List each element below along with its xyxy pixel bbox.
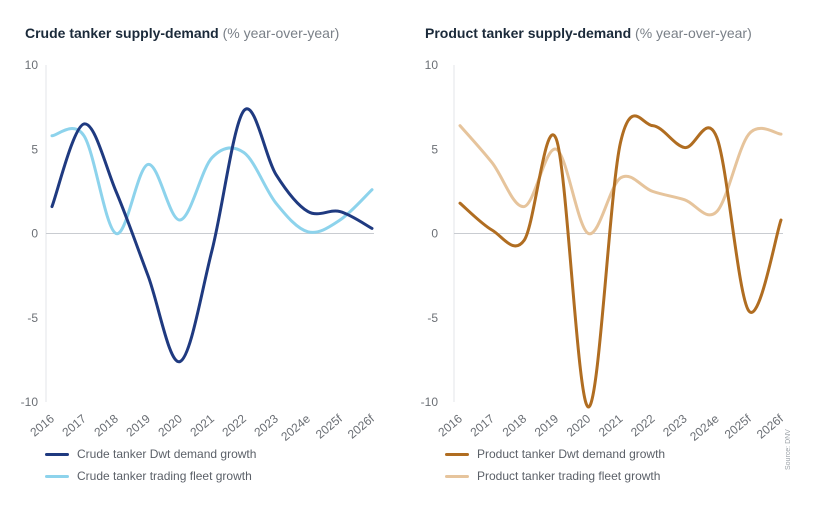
- product-y-tick-label: -5: [427, 311, 438, 325]
- product-x-tick-label: 2017: [468, 411, 498, 439]
- crude-chart-title: Crude tanker supply-demand (% year-over-…: [25, 25, 339, 41]
- crude-y-tick-label: 10: [25, 58, 39, 72]
- product-x-tick-label: 2022: [628, 411, 658, 439]
- legend-swatch-product-demand: [445, 452, 469, 456]
- product-x-tick-label: 2023: [660, 411, 690, 439]
- legend-product-demand: Product tanker Dwt demand growth: [445, 447, 665, 461]
- legend-label-product-fleet: Product tanker trading fleet growth: [477, 469, 661, 483]
- legend-label-product-demand: Product tanker Dwt demand growth: [477, 447, 666, 461]
- crude-x-tick-label: 2018: [91, 411, 121, 439]
- product-chart-title-main: Product tanker supply-demand: [425, 25, 632, 41]
- legend-swatch-crude-demand: [45, 452, 69, 456]
- product-x-tick-label: 2019: [532, 411, 562, 439]
- product-x-tick-label: 2016: [435, 411, 465, 439]
- crude-y-tick-label: 0: [31, 227, 38, 241]
- product-chart-title-unit: (% year-over-year): [635, 25, 752, 41]
- crude-x-tick-label: 2022: [219, 411, 249, 439]
- crude-x-tick-label: 2024e: [278, 411, 313, 443]
- source-note: Source: DNV: [785, 429, 792, 470]
- crude-x-tick-label: 2017: [59, 411, 89, 439]
- product-x-tick-label: 2025f: [722, 411, 755, 441]
- crude-y-tick-label: -5: [27, 311, 38, 325]
- crude-x-tick-label: 2026f: [345, 411, 378, 441]
- crude-x-tick-label: 2020: [155, 411, 185, 439]
- legend-crude-fleet: Crude tanker trading fleet growth: [45, 469, 252, 483]
- crude-x-tick-label: 2021: [187, 411, 217, 439]
- product-y-tick-label: -10: [421, 395, 439, 409]
- crude-x-tick-label: 2023: [251, 411, 281, 439]
- crude-demand-growth-line: [50, 107, 374, 364]
- product-chart-title: Product tanker supply-demand (% year-ove…: [425, 25, 752, 41]
- product-x-tick-label: 2024e: [687, 411, 722, 443]
- product-x-tick-label: 2018: [500, 411, 530, 439]
- product-x-tick-label: 2020: [564, 411, 594, 439]
- legend-swatch-crude-fleet: [45, 474, 69, 478]
- legend-label-crude-demand: Crude tanker Dwt demand growth: [77, 447, 257, 461]
- crude-chart-title-unit: (% year-over-year): [222, 25, 340, 41]
- crude-y-tick-label: -10: [21, 395, 39, 409]
- product-y-tick-label: 0: [431, 227, 438, 241]
- legend-label-crude-fleet: Crude tanker trading fleet growth: [77, 469, 252, 483]
- crude-x-tick-label: 2016: [27, 411, 57, 439]
- crude-x-tick-label: 2019: [123, 411, 153, 439]
- product-y-tick-label: 5: [431, 142, 438, 156]
- crude-y-tick-label: 5: [31, 142, 38, 156]
- crude-fleet-growth-line: [50, 127, 374, 235]
- legend-swatch-product-fleet: [445, 474, 469, 478]
- legend-product-fleet: Product tanker trading fleet growth: [445, 469, 660, 483]
- product-x-tick-label: 2021: [596, 411, 626, 439]
- product-x-tick-label: 2026f: [754, 411, 787, 441]
- product-demand-growth-line: [458, 114, 783, 409]
- product-y-tick-label: 10: [425, 58, 439, 72]
- crude-chart-title-main: Crude tanker supply-demand: [25, 25, 219, 41]
- crude-x-tick-label: 2025f: [313, 411, 346, 441]
- legend-crude-demand: Crude tanker Dwt demand growth: [45, 447, 256, 461]
